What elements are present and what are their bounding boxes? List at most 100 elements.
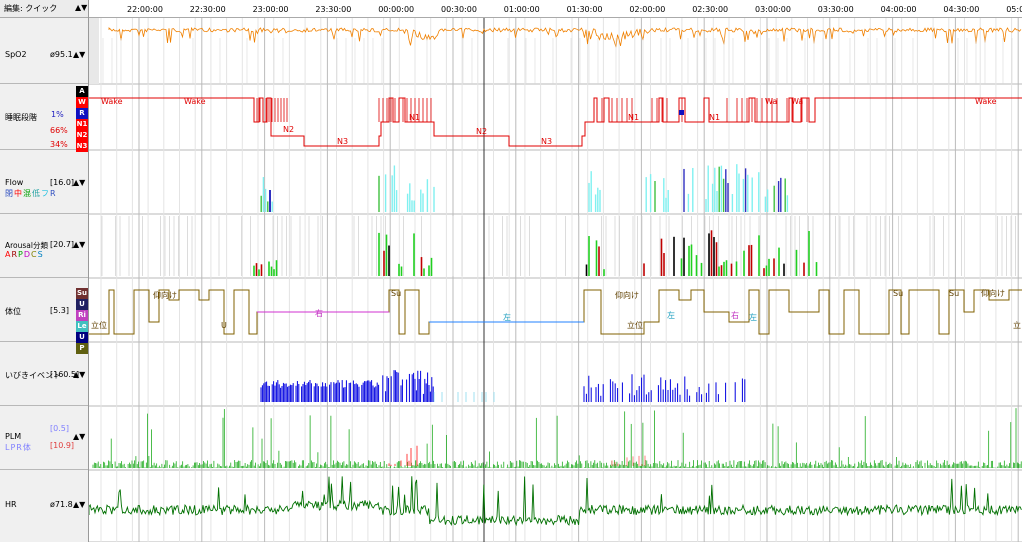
stage-text-label: N1 — [409, 113, 420, 122]
flow-value: [16.0] — [50, 178, 75, 187]
flow-legend-item-1: 中 — [14, 189, 22, 198]
stage-n3-percent: 34% — [50, 140, 68, 149]
stage-legend-box-2[interactable]: R — [76, 108, 88, 119]
spo2-scale-arrows[interactable]: ▲▼ — [73, 50, 86, 59]
hypnogram-trace — [89, 97, 1022, 147]
hr-scale-arrows[interactable]: ▲▼ — [73, 500, 86, 509]
flow-event-bar — [269, 190, 271, 212]
spo2-value: ø95.1 — [50, 50, 73, 59]
position-text-label: Su — [391, 289, 401, 298]
stage-text-label: N2 — [476, 127, 487, 136]
arousal-legend: ARPDCS — [5, 250, 44, 259]
position-label: 体位 — [5, 307, 21, 316]
position-text-label: 右 — [731, 310, 739, 320]
flow-panel[interactable]: Flow [16.0] ▲▼ 閉中混低フR — [0, 150, 88, 214]
time-tick-label: 22:30:00 — [189, 5, 226, 14]
position-text-label: 右 — [315, 308, 323, 318]
position-text-label: 仰向け — [615, 290, 639, 300]
spo2-label: SpO2 — [5, 50, 27, 59]
time-tick-label: 04:30:00 — [943, 5, 980, 14]
flow-legend-item-4: フ — [41, 189, 49, 198]
plm-panel[interactable]: PLM [0.5] [10.9] ▲▼ LPR体 — [0, 406, 88, 470]
stage-text-label: Wa — [765, 97, 777, 106]
stage-r-percent: 1% — [51, 110, 64, 119]
position-text-label: 左 — [749, 312, 757, 322]
position-text-label: 立位 — [627, 320, 643, 330]
stage-text-label: Wake — [975, 97, 997, 106]
time-tick-label: 23:00:00 — [252, 5, 289, 14]
edit-mode-header[interactable]: 編集: クイック ▲▼ — [0, 0, 88, 18]
plm-legend-item-3: 体 — [22, 443, 31, 452]
time-tick-label: 22:00:00 — [127, 5, 163, 14]
time-tick-label: 03:00:00 — [755, 5, 791, 14]
stage-legend-box-4[interactable]: N2 — [76, 130, 88, 141]
position-trace — [89, 289, 1022, 335]
stage-text-label: N2 — [283, 125, 294, 134]
rem-marker — [679, 110, 684, 115]
position-text-label: 左 — [503, 312, 511, 322]
arousal-value: [20.7] — [50, 240, 75, 249]
flow-legend-item-5: R — [50, 189, 56, 198]
arousal-legend-item-5: S — [37, 250, 43, 259]
flow-scale-arrows[interactable]: ▲▼ — [73, 178, 86, 187]
arousal-legend-item-0: A — [5, 250, 11, 259]
position-text-label: 仰向け — [153, 290, 177, 300]
arousal-panel[interactable]: Arousal分類 [20.7] ▲▼ ARPDCS — [0, 214, 88, 278]
position-legend-box-2[interactable]: Ri — [76, 310, 88, 321]
stage-legend-box-3[interactable]: N1 — [76, 119, 88, 130]
stage-legend-box-5[interactable]: N3 — [76, 141, 88, 152]
position-text-label: U — [221, 321, 227, 330]
time-tick-label: 00:30:00 — [441, 5, 477, 14]
edit-mode-label: 編集: クイック — [4, 4, 58, 13]
prerecord-shade — [89, 18, 99, 84]
sleep-stage-panel[interactable]: 睡眠段階 1% 66% 34% A W R N1 N2 N3 — [0, 84, 88, 152]
position-legend-box-0[interactable]: Su — [76, 288, 88, 299]
plm-legend-item-1: P — [10, 443, 16, 452]
stage-text-label: Wake — [184, 97, 206, 106]
time-tick-label: 03:30:00 — [817, 5, 854, 14]
position-legend-box-5[interactable]: P — [76, 343, 88, 354]
position-legend-box-3[interactable]: Le — [76, 321, 88, 332]
stage-text-label: N3 — [541, 137, 552, 146]
plm-legend-item-2: R — [16, 443, 22, 452]
snore-value: [160.5] — [50, 370, 80, 379]
snore-label: いびきイベント — [5, 371, 61, 380]
arousal-legend-item-3: D — [23, 250, 31, 259]
arousal-scale-arrows[interactable]: ▲▼ — [73, 240, 86, 249]
stage-text-label: N3 — [337, 137, 348, 146]
header-arrows[interactable]: ▲▼ — [75, 3, 88, 12]
time-tick-label: 01:30:00 — [566, 5, 603, 14]
stage-text-label: Wa — [791, 97, 803, 106]
hr-value: ø71.8 — [50, 500, 73, 509]
arousal-label: Arousal分類 — [5, 241, 48, 250]
arousal-legend-item-4: C — [31, 250, 37, 259]
position-legend-box-4[interactable]: U — [76, 332, 88, 343]
time-tick-label: 00:00:00 — [378, 5, 415, 14]
stage-legend-box-0[interactable]: A — [76, 86, 88, 97]
position-value: [5.3] — [50, 306, 69, 315]
stage-text-label: N1 — [628, 113, 639, 122]
arousal-legend-item-2: P — [18, 250, 23, 259]
channel-label-column: 編集: クイック ▲▼ SpO2 ø95.1 ▲▼ 睡眠段階 1% 66% 34… — [0, 0, 89, 542]
time-tick-label: 01:00:00 — [503, 5, 540, 14]
sleep-stage-label: 睡眠段階 — [5, 113, 37, 122]
stage-n2-percent: 66% — [50, 126, 68, 135]
time-tick-label: 05:00:0 — [1006, 5, 1022, 14]
plm-scale-arrows[interactable]: ▲▼ — [73, 432, 86, 441]
snore-scale-arrows[interactable]: ▲▼ — [73, 370, 86, 379]
flow-legend-item-3: 低 — [32, 189, 40, 198]
polysomnography-chart[interactable]: Wake Wake N2 N3 N1 N2 N3 N1 N1 Wa Wa Wake 立位 仰向け U 右 Su 左… — [89, 18, 1022, 542]
position-legend-box-1[interactable]: U — [76, 299, 88, 310]
stage-text-label: N1 — [709, 113, 720, 122]
snore-panel[interactable]: いびきイベント [160.5] ▲▼ — [0, 342, 88, 406]
hr-trace — [89, 476, 1022, 527]
hr-panel[interactable]: HR ø71.8 ▲▼ — [0, 470, 88, 542]
time-tick-label: 23:30:00 — [315, 5, 352, 14]
flow-label: Flow — [5, 178, 24, 187]
position-panel[interactable]: 体位 [5.3] Su U Ri Le U P — [0, 278, 88, 354]
stage-legend-box-1[interactable]: W — [76, 97, 88, 108]
time-axis[interactable]: 22:00:00 22:30:00 23:00:00 23:30:00 00:00:00… — [89, 0, 1022, 18]
spo2-panel[interactable]: SpO2 ø95.1 ▲▼ — [0, 18, 88, 84]
hr-label: HR — [5, 500, 17, 509]
flow-legend-item-0: 閉 — [5, 189, 13, 198]
